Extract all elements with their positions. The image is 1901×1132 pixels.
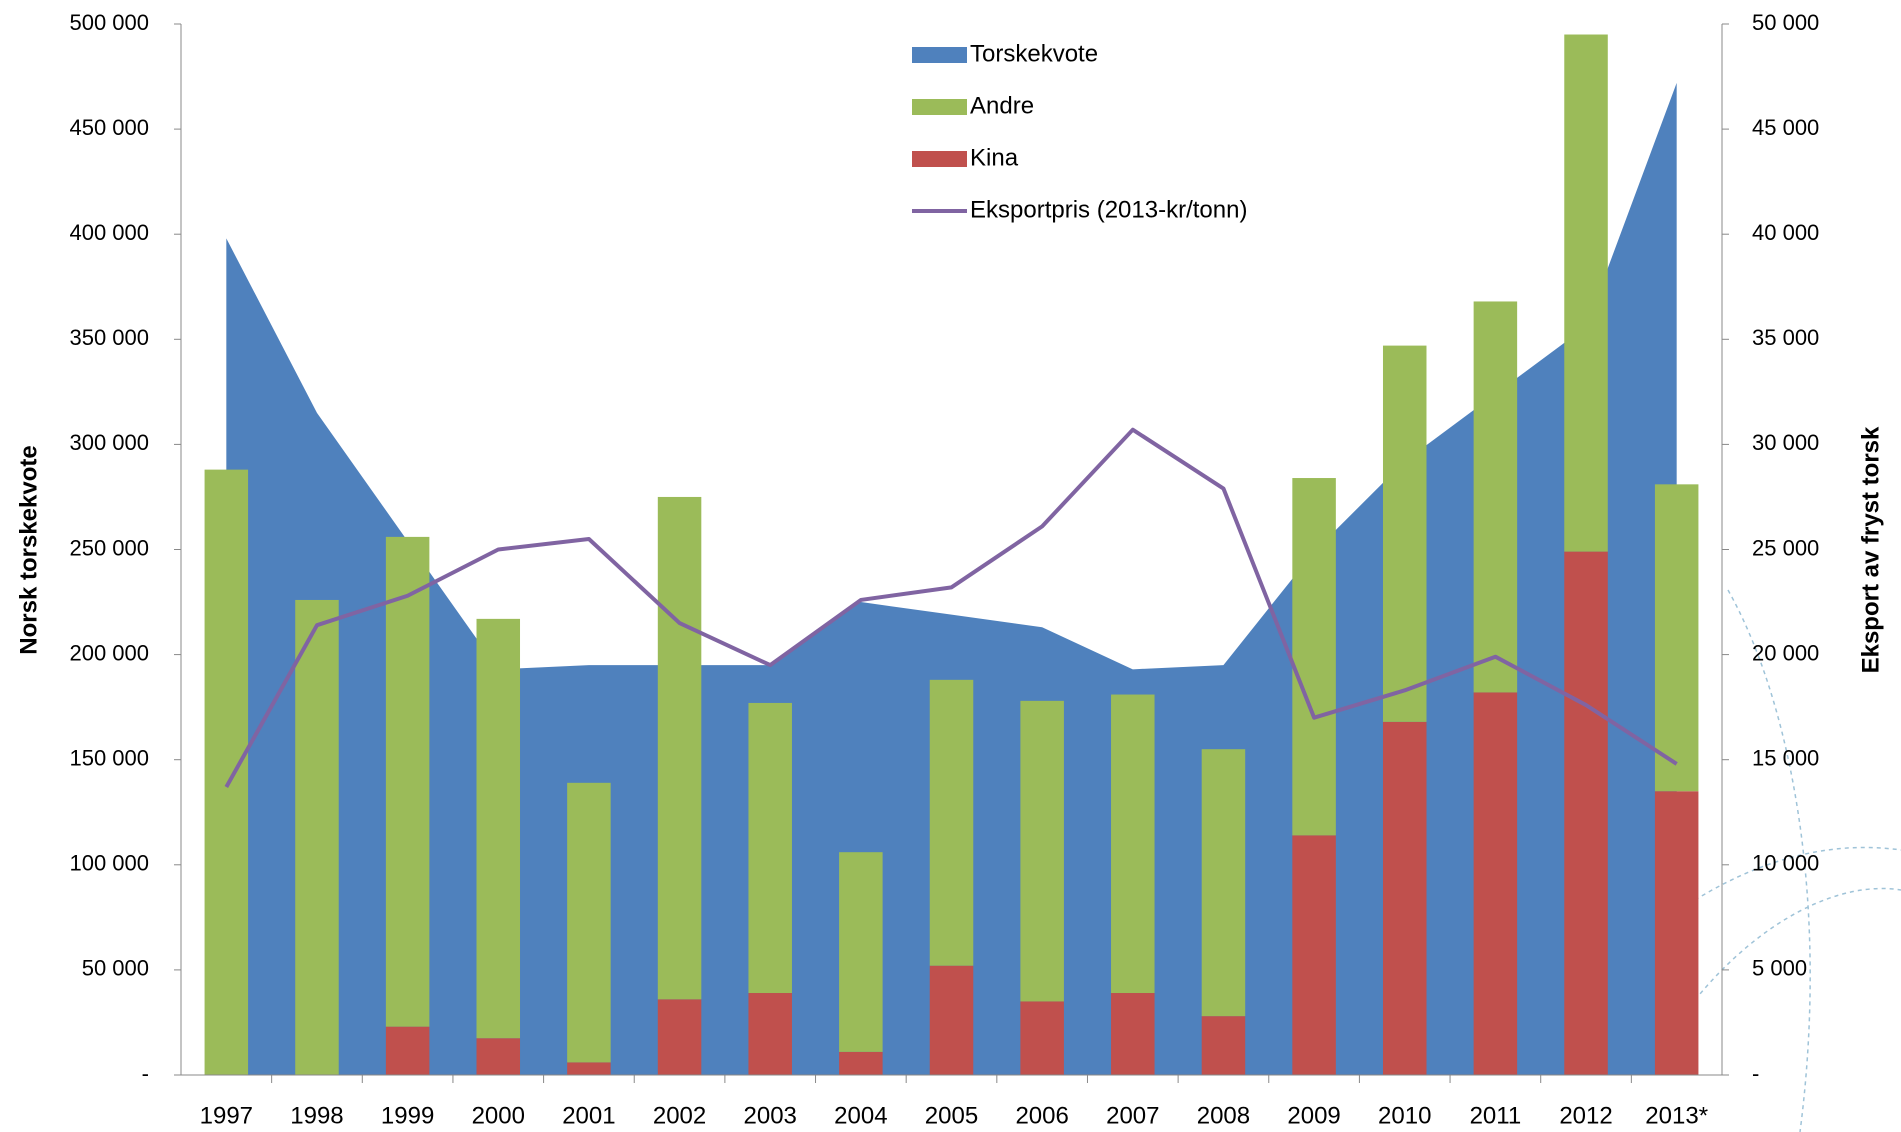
decor-curve xyxy=(1694,846,1901,901)
bar xyxy=(1292,478,1336,836)
y2-tick-label: 15 000 xyxy=(1752,746,1819,771)
y2-tick-label: 40 000 xyxy=(1752,220,1819,245)
x-tick-label: 2000 xyxy=(472,1102,525,1129)
y2-tick-label: 50 000 xyxy=(1752,10,1819,35)
bar xyxy=(929,679,974,966)
bar xyxy=(385,536,430,1027)
y-axis-title: Norsk torskekvote xyxy=(15,445,42,654)
y2-tick-label: 10 000 xyxy=(1752,851,1819,876)
y2-tick-label: 35 000 xyxy=(1752,325,1819,350)
bar xyxy=(1564,34,1608,552)
bar xyxy=(295,599,339,1075)
bar xyxy=(1020,1001,1064,1075)
bar xyxy=(1473,692,1518,1075)
legend-label: Andre xyxy=(970,92,1034,119)
y-tick-label: 500 000 xyxy=(69,10,149,35)
y-tick-label: 300 000 xyxy=(69,430,149,455)
y2-tick-label: 30 000 xyxy=(1752,430,1819,455)
x-tick-label: 2004 xyxy=(834,1102,887,1129)
bar xyxy=(476,618,521,1039)
bar xyxy=(839,1051,883,1075)
x-tick-label: 2003 xyxy=(744,1102,797,1129)
x-tick-label: 2006 xyxy=(1015,1102,1068,1129)
y2-tick-label: 45 000 xyxy=(1752,115,1819,140)
bar xyxy=(839,852,883,1052)
bar xyxy=(1564,551,1608,1075)
y-tick-label: 200 000 xyxy=(69,640,149,665)
bar xyxy=(1201,749,1246,1017)
line xyxy=(224,427,1678,789)
bar xyxy=(1201,1016,1246,1075)
legend-swatch xyxy=(912,47,967,63)
y2-tick-label: - xyxy=(1752,1061,1759,1086)
y2-tick-label: 5 000 xyxy=(1752,956,1807,981)
bar xyxy=(204,469,249,1075)
x-tick-label: 2011 xyxy=(1470,1102,1522,1129)
bar xyxy=(1020,700,1064,1002)
bar xyxy=(657,496,702,1000)
x-tick-label: 2009 xyxy=(1287,1102,1340,1129)
x-tick-label: 1999 xyxy=(381,1102,434,1129)
x-tick-label: 1997 xyxy=(200,1102,253,1129)
y-tick-label: - xyxy=(142,1061,149,1086)
y-tick-label: 400 000 xyxy=(69,220,149,245)
x-tick-label: 2005 xyxy=(925,1102,978,1129)
bar xyxy=(657,999,702,1075)
bar xyxy=(1111,694,1155,994)
legend-label: Eksportpris (2013-kr/tonn) xyxy=(970,196,1247,223)
y-tick-label: 150 000 xyxy=(69,746,149,771)
x-tick-label: 2002 xyxy=(653,1102,706,1129)
decor-curve xyxy=(1727,589,1811,1132)
bar xyxy=(1292,835,1336,1075)
x-tick-label: 2007 xyxy=(1106,1102,1159,1129)
x-tick-label: 2008 xyxy=(1197,1102,1250,1129)
bar xyxy=(1473,301,1518,693)
bar xyxy=(1382,721,1427,1075)
bar xyxy=(567,782,611,1063)
y-tick-label: 50 000 xyxy=(82,956,149,981)
x-tick-label: 2012 xyxy=(1559,1102,1612,1129)
legend-label: Kina xyxy=(970,144,1019,171)
y-tick-label: 350 000 xyxy=(69,325,149,350)
bar xyxy=(1382,345,1427,722)
legend-swatch xyxy=(912,99,967,115)
y2-axis-title: Eksport av fryst torsk xyxy=(1857,426,1884,673)
y-tick-label: 100 000 xyxy=(69,851,149,876)
bar xyxy=(929,965,974,1075)
bar xyxy=(476,1038,521,1075)
bar xyxy=(1654,791,1699,1075)
y2-tick-label: 20 000 xyxy=(1752,640,1819,665)
bar xyxy=(1111,993,1155,1075)
x-tick-label: 1998 xyxy=(290,1102,343,1129)
bar xyxy=(748,702,792,994)
x-tick-label: 2001 xyxy=(562,1102,615,1129)
x-tick-label: 2013* xyxy=(1645,1102,1708,1129)
bar xyxy=(567,1062,611,1075)
y-tick-label: 450 000 xyxy=(69,115,149,140)
bar xyxy=(748,993,792,1075)
bar xyxy=(1654,484,1699,792)
legend-label: Torskekvote xyxy=(970,40,1098,67)
y-tick-label: 250 000 xyxy=(69,535,149,560)
x-tick-label: 2010 xyxy=(1378,1102,1431,1129)
y2-tick-label: 25 000 xyxy=(1752,535,1819,560)
bar xyxy=(385,1026,430,1075)
legend-swatch xyxy=(912,151,967,167)
decoration xyxy=(1694,589,1901,1132)
decor-curve xyxy=(1694,887,1901,1001)
